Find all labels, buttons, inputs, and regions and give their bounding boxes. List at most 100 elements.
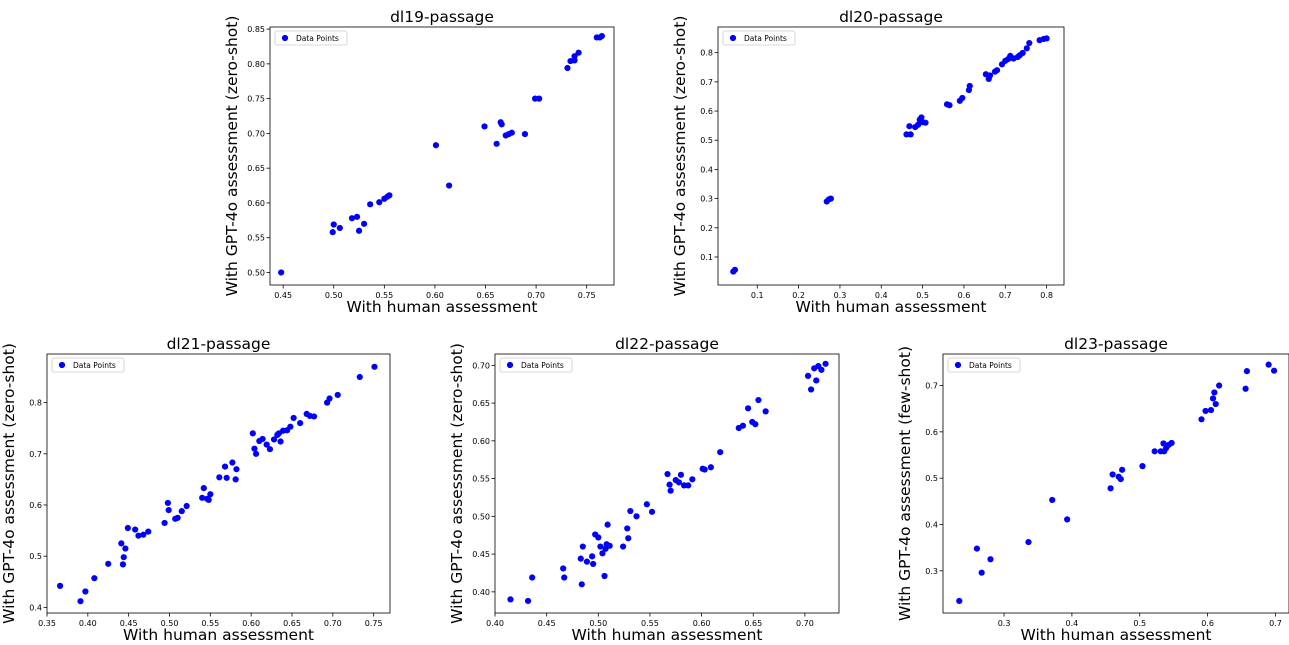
x-tick-label: 0.3: [834, 291, 847, 300]
data-point: [140, 531, 147, 538]
data-point: [336, 224, 343, 232]
y-tick-label: 0.8: [700, 49, 713, 58]
data-point: [606, 542, 613, 549]
data-point: [1216, 382, 1223, 389]
data-point: [827, 195, 834, 202]
plot-frame: [46, 353, 391, 614]
y-tick-label: 0.85: [247, 25, 265, 34]
x-tick-label: 0.8: [1040, 291, 1053, 300]
data-point: [356, 373, 363, 381]
data-point: [978, 569, 985, 576]
chart-title: dl22-passage: [615, 335, 719, 353]
x-tick-label: 0.4: [1066, 619, 1079, 628]
y-tick-label: 0.7: [925, 382, 938, 391]
data-point: [266, 446, 274, 453]
y-tick-label: 0.6: [700, 107, 713, 116]
data-point: [689, 476, 696, 483]
legend-marker: [729, 34, 737, 42]
data-point: [56, 582, 64, 589]
data-point: [666, 481, 673, 488]
data-point: [161, 519, 168, 527]
x-tick-label: 0.75: [365, 619, 383, 628]
data-point: [590, 560, 597, 568]
legend-label: Data Points: [969, 361, 1012, 370]
data-point: [529, 574, 536, 581]
data-point: [232, 476, 239, 483]
x-tick-label: 0.70: [527, 291, 545, 300]
x-tick-label: 0.55: [201, 619, 219, 628]
data-point: [278, 269, 285, 276]
data-point: [577, 555, 584, 562]
y-tick-label: 0.50: [472, 512, 490, 521]
data-point: [1168, 439, 1175, 447]
legend-label: Data Points: [73, 361, 116, 370]
x-tick-label: 0.65: [477, 291, 495, 300]
data-point: [597, 543, 604, 550]
y-tick-label: 0.55: [247, 234, 265, 243]
plot-frame: [942, 353, 1289, 614]
x-tick-label: 0.75: [578, 291, 596, 300]
data-point: [329, 229, 336, 236]
x-tick-label: 0.60: [693, 619, 711, 628]
data-point: [1198, 416, 1205, 423]
legend-box: [274, 30, 348, 46]
data-point: [1109, 471, 1116, 478]
legend-marker: [954, 361, 962, 369]
x-tick-label: 0.2: [792, 291, 805, 300]
x-tick-label: 0.55: [641, 619, 659, 628]
data-point: [1019, 49, 1026, 57]
data-point: [251, 445, 258, 452]
data-point: [1211, 389, 1218, 396]
x-tick-label: 0.5: [1133, 619, 1146, 628]
y-tick-label: 0.65: [472, 399, 490, 408]
x-tick-label: 0.7: [999, 291, 1012, 300]
data-point: [1049, 496, 1056, 504]
y-tick-label: 0.5: [925, 474, 938, 483]
scatter-plot-3: 0.35 0.40 0.45 0.50 0.55 0.60 0.65 0.70 0.75 0.4 0…: [0, 335, 391, 644]
x-tick-label: 0.50: [325, 291, 343, 300]
data-point: [633, 513, 640, 520]
data-point: [1151, 448, 1158, 455]
x-axis-label: With human assessment: [347, 298, 538, 316]
data-point: [717, 449, 724, 456]
data-point: [813, 377, 820, 384]
data-point: [493, 140, 500, 147]
data-point: [290, 414, 297, 422]
data-point: [571, 57, 578, 64]
x-tick-label: 0.3: [998, 619, 1011, 628]
data-point: [643, 501, 650, 508]
data-point: [906, 123, 913, 130]
scatter-plot-5: 0.3 0.4 0.5 0.6 0.7 0.3 0.4 0.5 0.6 0.7 dl23-passa…: [896, 335, 1289, 644]
x-tick-label: 0.55: [375, 291, 393, 300]
y-tick-label: 0.55: [472, 475, 490, 484]
data-point: [664, 470, 671, 478]
data-point: [744, 405, 752, 412]
data-point: [145, 528, 152, 535]
x-tick-label: 0.70: [324, 619, 342, 628]
scatter-plot-2: 0.1 0.2 0.3 0.4 0.5 0.6 0.7 0.8 0.1 0.2 0.3 0.4 0.5 0…: [671, 8, 1065, 316]
data-point: [589, 553, 596, 560]
y-tick-label: 0.8: [29, 399, 42, 408]
data-point: [371, 363, 378, 370]
y-tick-label: 0.7: [29, 450, 42, 459]
data-point: [207, 491, 214, 498]
y-tick-label: 0.5: [700, 136, 713, 145]
data-point: [1202, 407, 1209, 415]
data-point: [277, 438, 284, 445]
data-point: [1023, 45, 1030, 52]
data-point: [1117, 475, 1124, 483]
y-tick-label: 0.6: [29, 501, 42, 510]
y-axis-label: With GPT-4o assessment (zero-shot): [671, 16, 689, 297]
data-point: [1212, 400, 1219, 408]
x-tick-label: 0.45: [274, 291, 292, 300]
data-point: [508, 129, 515, 136]
x-tick-label: 0.65: [283, 619, 301, 628]
x-tick-label: 0.1: [751, 291, 764, 300]
data-point: [91, 575, 98, 582]
x-tick-label: 0.50: [161, 619, 179, 628]
data-point: [599, 550, 606, 557]
data-point: [956, 597, 963, 605]
data-point: [1209, 395, 1217, 402]
x-tick-label: 0.6: [958, 291, 971, 300]
